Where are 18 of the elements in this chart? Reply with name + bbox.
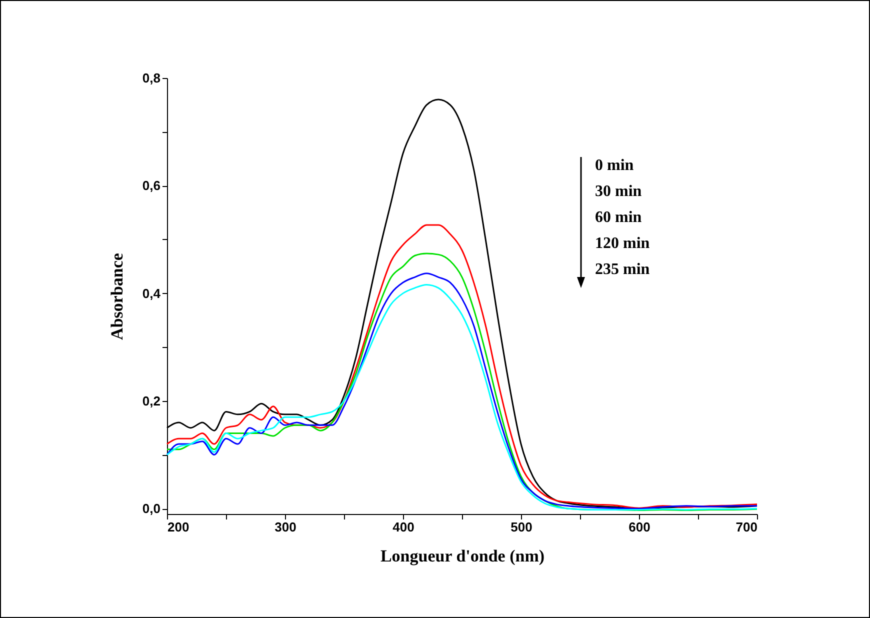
annotation: 60 min <box>595 209 642 226</box>
x-tick-label: 300 <box>274 520 296 534</box>
y-tick-label: 0,2 <box>142 393 160 408</box>
x-tick-label: 600 <box>628 520 650 534</box>
y-tick-label: 0,8 <box>142 70 160 86</box>
y-tick-label: 0,6 <box>142 178 160 194</box>
x-tick-label: 500 <box>510 520 532 534</box>
y-axis-title: Absorbance <box>107 252 126 340</box>
x-axis-title: Longueur d'onde (nm) <box>380 546 545 566</box>
annotation: 0 min <box>595 157 634 174</box>
annotation: 30 min <box>595 183 642 200</box>
y-tick-label: 0,4 <box>142 286 162 301</box>
annotation: 235 min <box>595 261 650 278</box>
x-tick-label: 400 <box>392 520 414 534</box>
x-tick-label: 200 <box>168 520 190 534</box>
annotation: 120 min <box>595 235 650 252</box>
y-tick-label: 0,0 <box>142 501 160 516</box>
x-tick-label: 700 <box>736 520 758 534</box>
